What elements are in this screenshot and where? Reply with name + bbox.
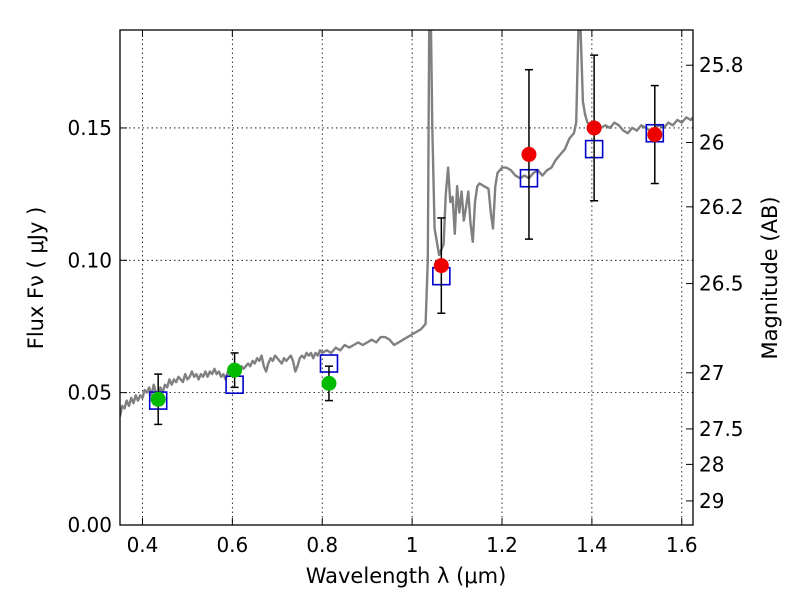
y2-tick-label: 26.2 (699, 195, 744, 219)
grid-lines (120, 30, 693, 525)
axis-ticks: 0.4 0.6 0.8 1 1.2 1.4 1.6 0.00 0.05 0.10 0.15 25.8 2… (67, 30, 744, 557)
observed-point-marker (227, 362, 243, 378)
y-axis-label: Flux Fν ( μJy ) (24, 207, 48, 350)
plot-frame (119, 29, 694, 526)
y2-axis-label: Magnitude (AB) (758, 196, 782, 359)
observed-point-marker (321, 375, 337, 391)
y2-tick-label: 26 (699, 131, 724, 155)
y-tick-label: 0.10 (67, 248, 112, 272)
plot-area (120, 30, 693, 426)
x-tick-label: 1.4 (576, 533, 608, 557)
y2-tick-label: 25.8 (699, 53, 744, 77)
x-tick-label: 0.6 (216, 533, 248, 557)
observed-point-marker (521, 146, 537, 162)
observed-point-marker (586, 120, 602, 136)
y2-tick-label: 29 (699, 489, 724, 513)
y2-tick-label: 27 (699, 361, 724, 385)
y2-tick-label: 27.5 (699, 417, 744, 441)
y2-tick-label: 28 (699, 452, 724, 476)
observed-point-marker (647, 127, 663, 143)
x-tick-label: 0.8 (306, 533, 338, 557)
y2-tick-label: 26.5 (699, 272, 744, 296)
y-tick-label: 0.05 (67, 381, 112, 405)
x-tick-label: 1.2 (486, 533, 518, 557)
y-tick-label: 0.15 (67, 116, 112, 140)
spectrum-line (120, 30, 693, 417)
y-tick-label: 0.00 (67, 513, 112, 537)
observed-point-marker (150, 391, 166, 407)
x-tick-label: 0.4 (127, 533, 159, 557)
x-tick-label: 1.6 (666, 533, 698, 557)
observed-point-marker (433, 258, 449, 274)
x-tick-label: 1 (406, 533, 419, 557)
x-axis-label: Wavelength λ (μm) (306, 564, 507, 588)
